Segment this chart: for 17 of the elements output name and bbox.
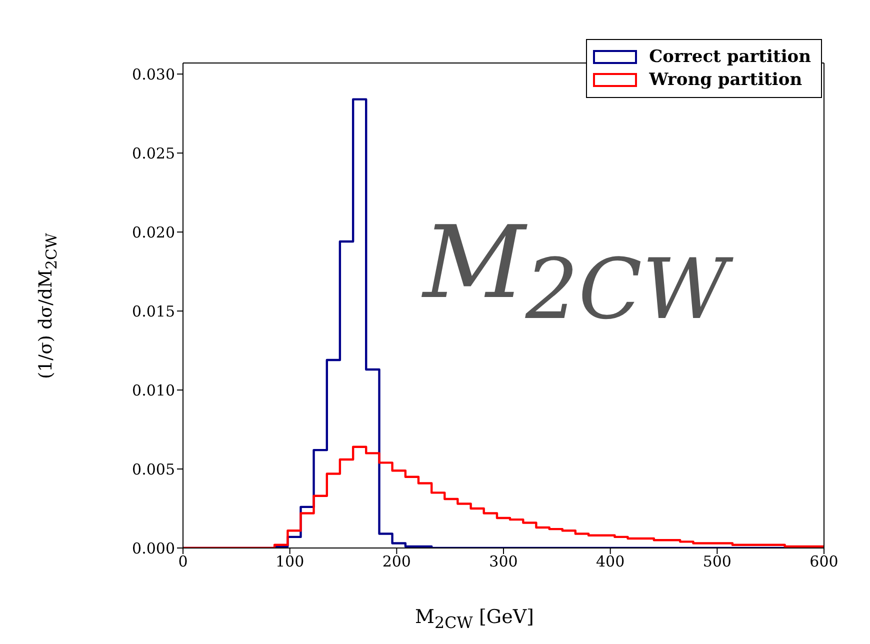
legend-label: Wrong partition bbox=[649, 70, 802, 90]
y-tick-label: 0.010 bbox=[132, 381, 175, 400]
y-tick-label: 0.025 bbox=[132, 144, 175, 162]
x-axis-title: M$_{2CW}$ [GeV] bbox=[414, 606, 535, 632]
y-tick-label: 0.020 bbox=[132, 223, 175, 242]
x-tick-label: 0 bbox=[178, 552, 188, 571]
x-tick-label: 500 bbox=[702, 552, 732, 571]
y-tick-label: 0.015 bbox=[132, 302, 175, 320]
x-tick-label: 200 bbox=[382, 552, 411, 571]
x-tick-label: 100 bbox=[276, 552, 304, 571]
y-tick-label: 0.000 bbox=[132, 539, 175, 558]
x-tick-label: 400 bbox=[596, 552, 625, 571]
y-tick-label: 0.030 bbox=[132, 65, 175, 84]
y-tick-label: 0.005 bbox=[132, 460, 175, 478]
x-tick-label: 300 bbox=[489, 552, 518, 571]
x-tick-label: 600 bbox=[810, 552, 838, 571]
legend-label: Correct partition bbox=[649, 47, 811, 67]
